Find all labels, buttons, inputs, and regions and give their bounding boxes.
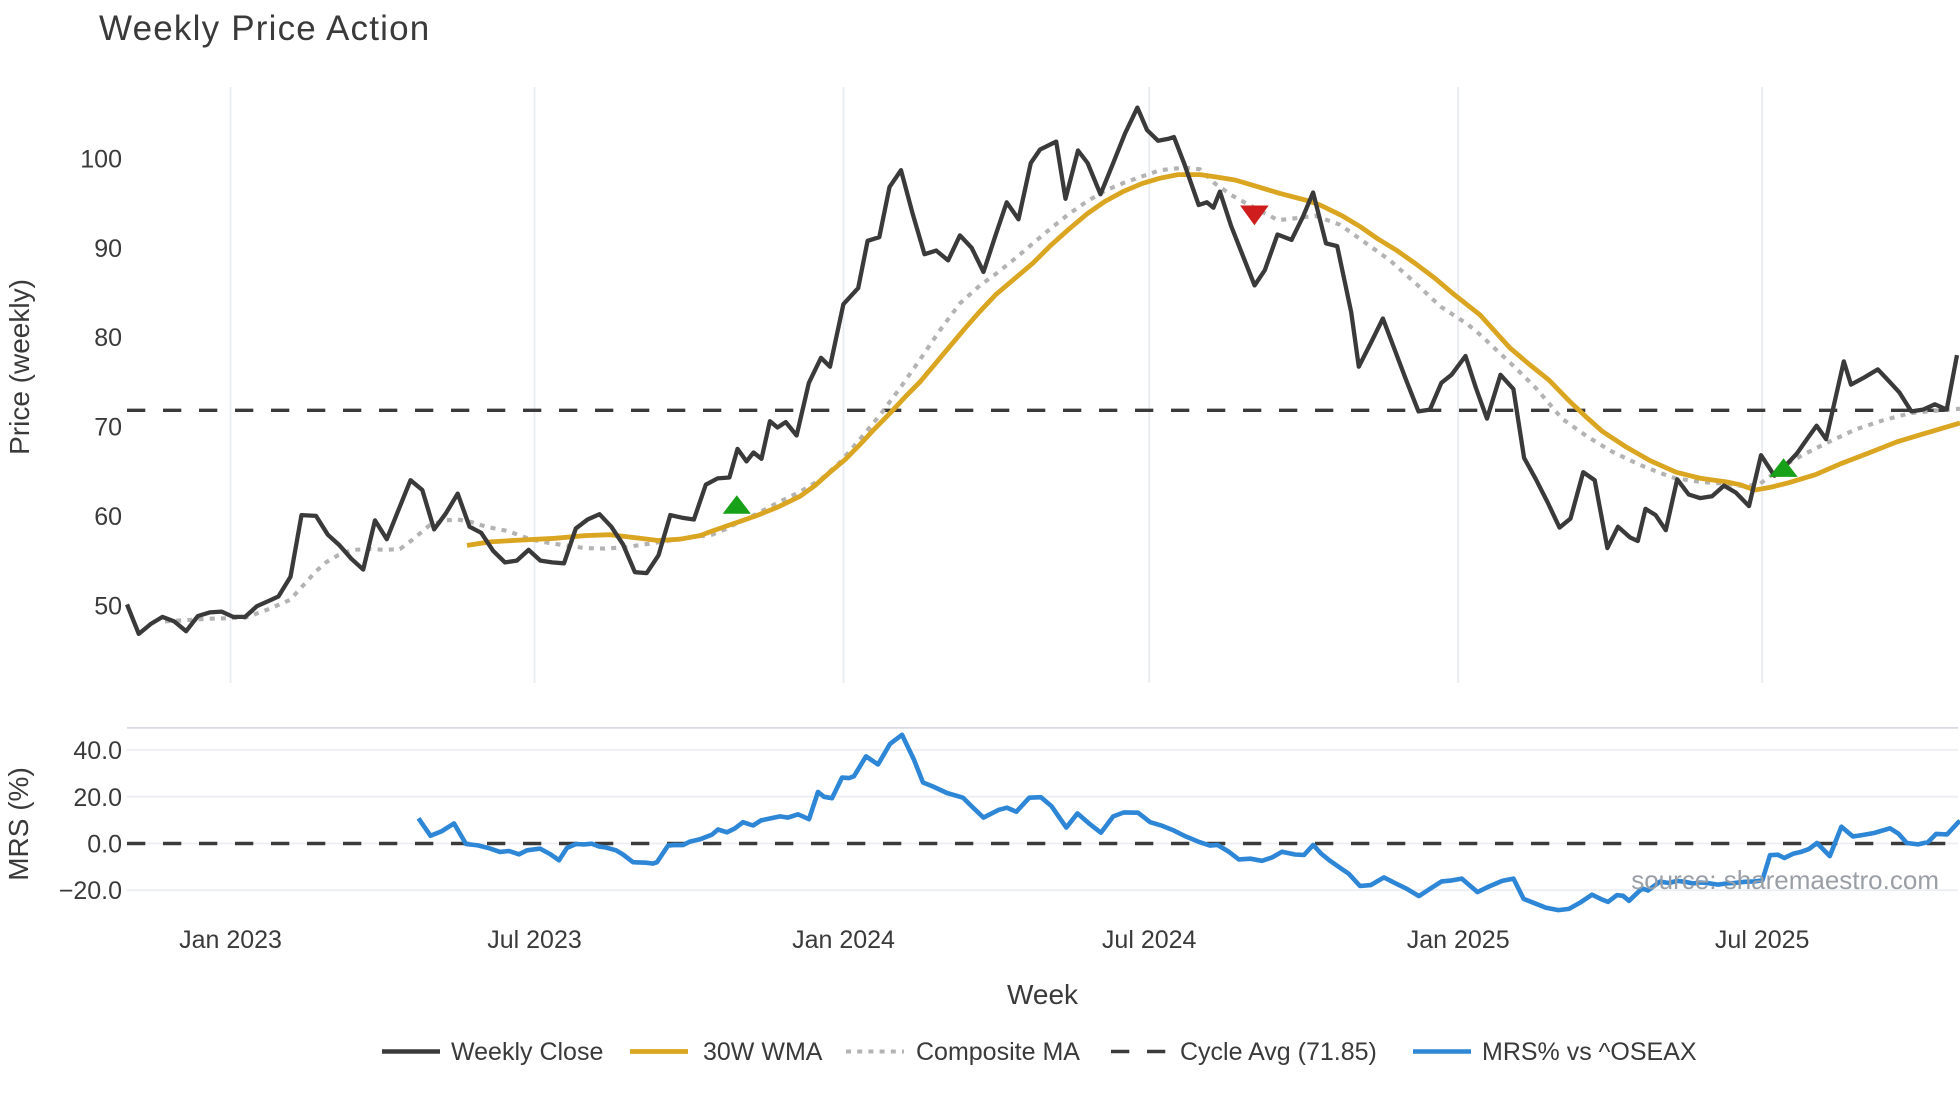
svg-text:Composite MA: Composite MA xyxy=(916,1038,1080,1066)
svg-text:Cycle Avg (71.85): Cycle Avg (71.85) xyxy=(1180,1038,1377,1066)
svg-text:60: 60 xyxy=(94,503,122,531)
svg-text:70: 70 xyxy=(94,414,122,442)
svg-text:MRS% vs ^OSEAX: MRS% vs ^OSEAX xyxy=(1482,1038,1697,1066)
svg-text:50: 50 xyxy=(94,592,122,620)
svg-text:Jul 2025: Jul 2025 xyxy=(1715,926,1810,954)
svg-text:Weekly Price Action: Weekly Price Action xyxy=(99,9,430,48)
svg-text:0.0: 0.0 xyxy=(87,831,122,859)
svg-text:30W WMA: 30W WMA xyxy=(703,1038,823,1066)
svg-text:source: sharemaestro.com: source: sharemaestro.com xyxy=(1631,865,1939,895)
svg-text:Jan 2024: Jan 2024 xyxy=(792,926,895,954)
svg-text:Jul 2023: Jul 2023 xyxy=(487,926,582,954)
svg-text:40.0: 40.0 xyxy=(73,737,122,765)
svg-text:−20.0: −20.0 xyxy=(59,877,122,905)
svg-text:Weekly Close: Weekly Close xyxy=(451,1038,603,1066)
svg-text:80: 80 xyxy=(94,324,122,352)
svg-text:Jan 2023: Jan 2023 xyxy=(179,926,282,954)
svg-text:20.0: 20.0 xyxy=(73,784,122,812)
svg-text:Jul 2024: Jul 2024 xyxy=(1102,926,1197,954)
svg-text:Week: Week xyxy=(1007,979,1079,1010)
svg-text:100: 100 xyxy=(80,146,122,174)
svg-text:Jan 2025: Jan 2025 xyxy=(1407,926,1510,954)
svg-text:MRS (%): MRS (%) xyxy=(3,767,34,881)
svg-text:Price (weekly): Price (weekly) xyxy=(4,279,35,455)
svg-text:90: 90 xyxy=(94,235,122,263)
